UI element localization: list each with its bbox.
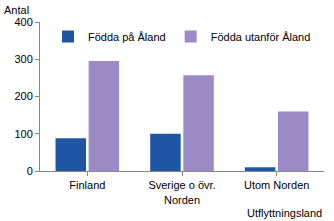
svg-text:Sverige o övr.Norden: Sverige o övr.Norden	[148, 179, 215, 205]
svg-text:Födda utanför Åland: Födda utanför Åland	[211, 31, 311, 43]
svg-text:Födda på Åland: Födda på Åland	[88, 31, 166, 43]
svg-text:Utflyttningsland: Utflyttningsland	[247, 207, 322, 219]
svg-text:100: 100	[14, 128, 32, 140]
svg-text:0: 0	[27, 165, 33, 177]
svg-text:200: 200	[14, 90, 32, 102]
svg-text:Finland: Finland	[69, 179, 105, 191]
svg-text:300: 300	[14, 53, 32, 65]
svg-text:400: 400	[14, 16, 32, 28]
svg-text:Antal: Antal	[4, 4, 29, 16]
svg-text:Utom Norden: Utom Norden	[244, 179, 309, 191]
